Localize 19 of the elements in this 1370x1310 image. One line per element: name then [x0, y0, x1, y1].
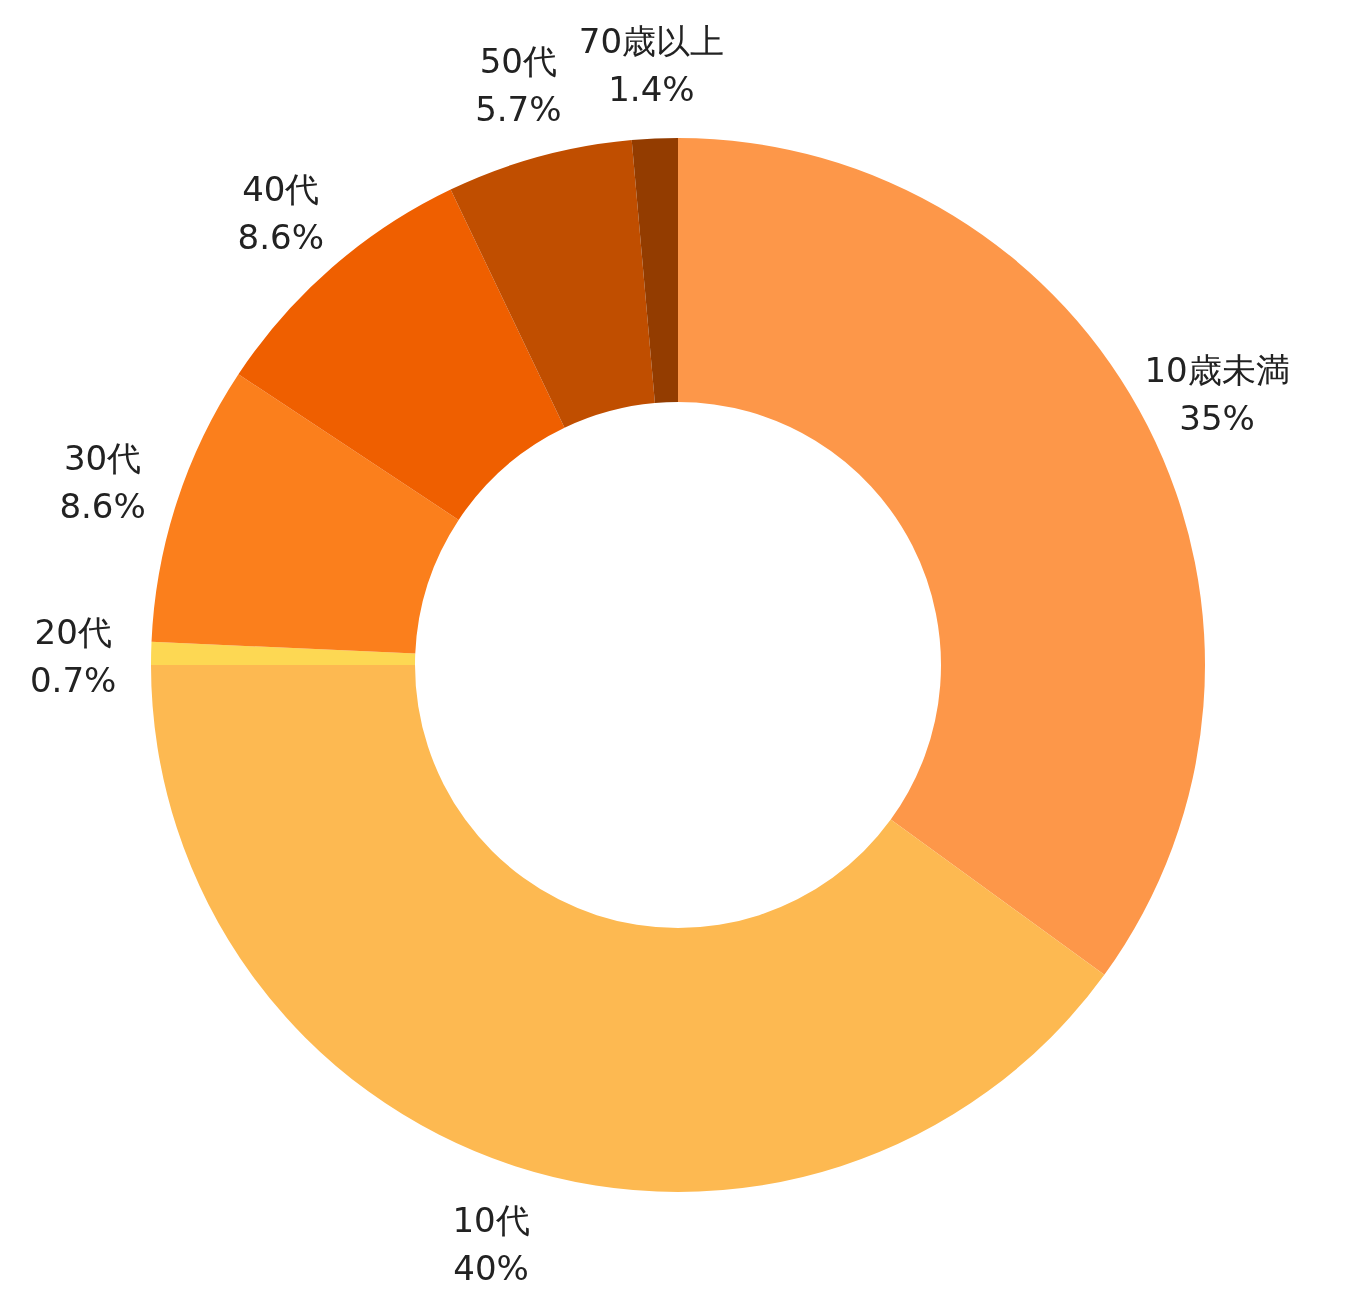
data-label: 40%: [453, 1248, 529, 1289]
data-label: 8.6%: [237, 216, 324, 257]
donut-slice: [151, 374, 459, 654]
slice-label: 10代: [452, 1200, 530, 1241]
slice-label: 70歳以上: [578, 20, 725, 61]
slice-label: 50代: [479, 41, 557, 82]
data-label: 0.7%: [29, 659, 117, 700]
data-label: 1.4%: [608, 68, 695, 109]
slice-label: 30代: [63, 438, 142, 479]
slice-label: 10歳未満: [1144, 350, 1290, 391]
data-label: 5.7%: [475, 89, 562, 130]
donut-slice: [631, 138, 678, 404]
slice-label: 40代: [242, 168, 320, 209]
data-label: 8.6%: [59, 486, 146, 527]
slice-label: 20代: [34, 611, 112, 652]
donut-slice: [151, 641, 416, 665]
donut-slice: [151, 665, 1105, 1191]
data-label: 35%: [1179, 398, 1255, 439]
donut-slice: [450, 140, 655, 428]
